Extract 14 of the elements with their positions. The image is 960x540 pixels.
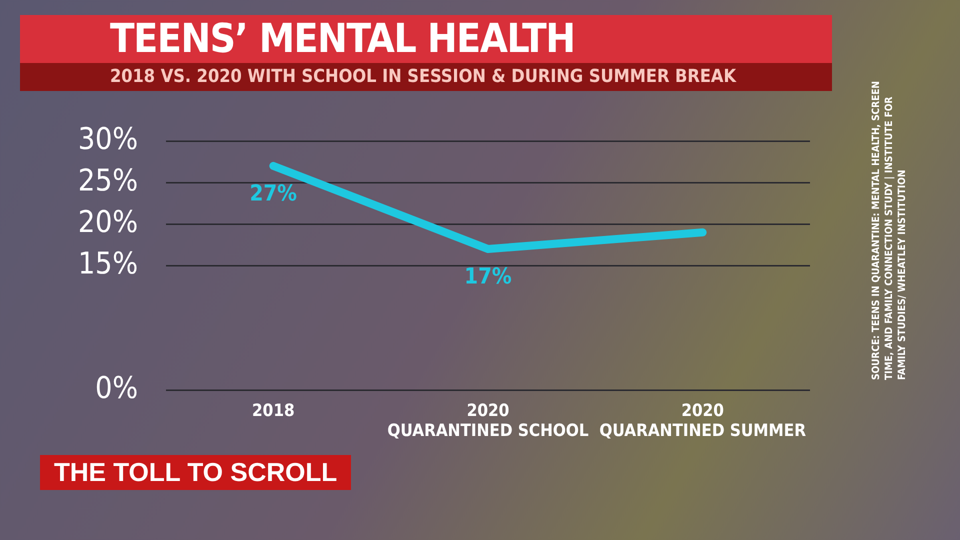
y-tick-label: 0%	[95, 370, 138, 406]
source-note: SOURCE: TEENS IN QUARANTINE: MENTAL HEALTH, SCREEN TIME, AND FAMILY CONNECTION STUDY | INSTITUTE FOR FAMILY STUDIES/ WHEATLEY INSTITUTION	[870, 80, 909, 380]
x-tick-label: 2018	[252, 400, 295, 421]
data-label: 27%	[250, 182, 298, 207]
y-tick-label: 15%	[78, 246, 138, 282]
text: THE TOLL TO SCROLL	[40, 455, 352, 490]
x-tick-label: 2020 QUARANTINED SCHOOL	[387, 400, 589, 442]
y-tick-label: 25%	[78, 163, 138, 198]
y-tick-label: 30%	[78, 122, 138, 157]
chart-title: TEENS’ MENTAL HEALTH	[20, 15, 832, 63]
chart-subtitle: 2018 VS. 2020 WITH SCHOOL IN SESSION & DURING SUMMER BREAK	[20, 63, 832, 91]
x-tick-label: 2020 QUARANTINED SUMMER	[599, 400, 806, 442]
data-label: 17%	[464, 264, 512, 290]
y-tick-label: 20%	[78, 204, 138, 240]
